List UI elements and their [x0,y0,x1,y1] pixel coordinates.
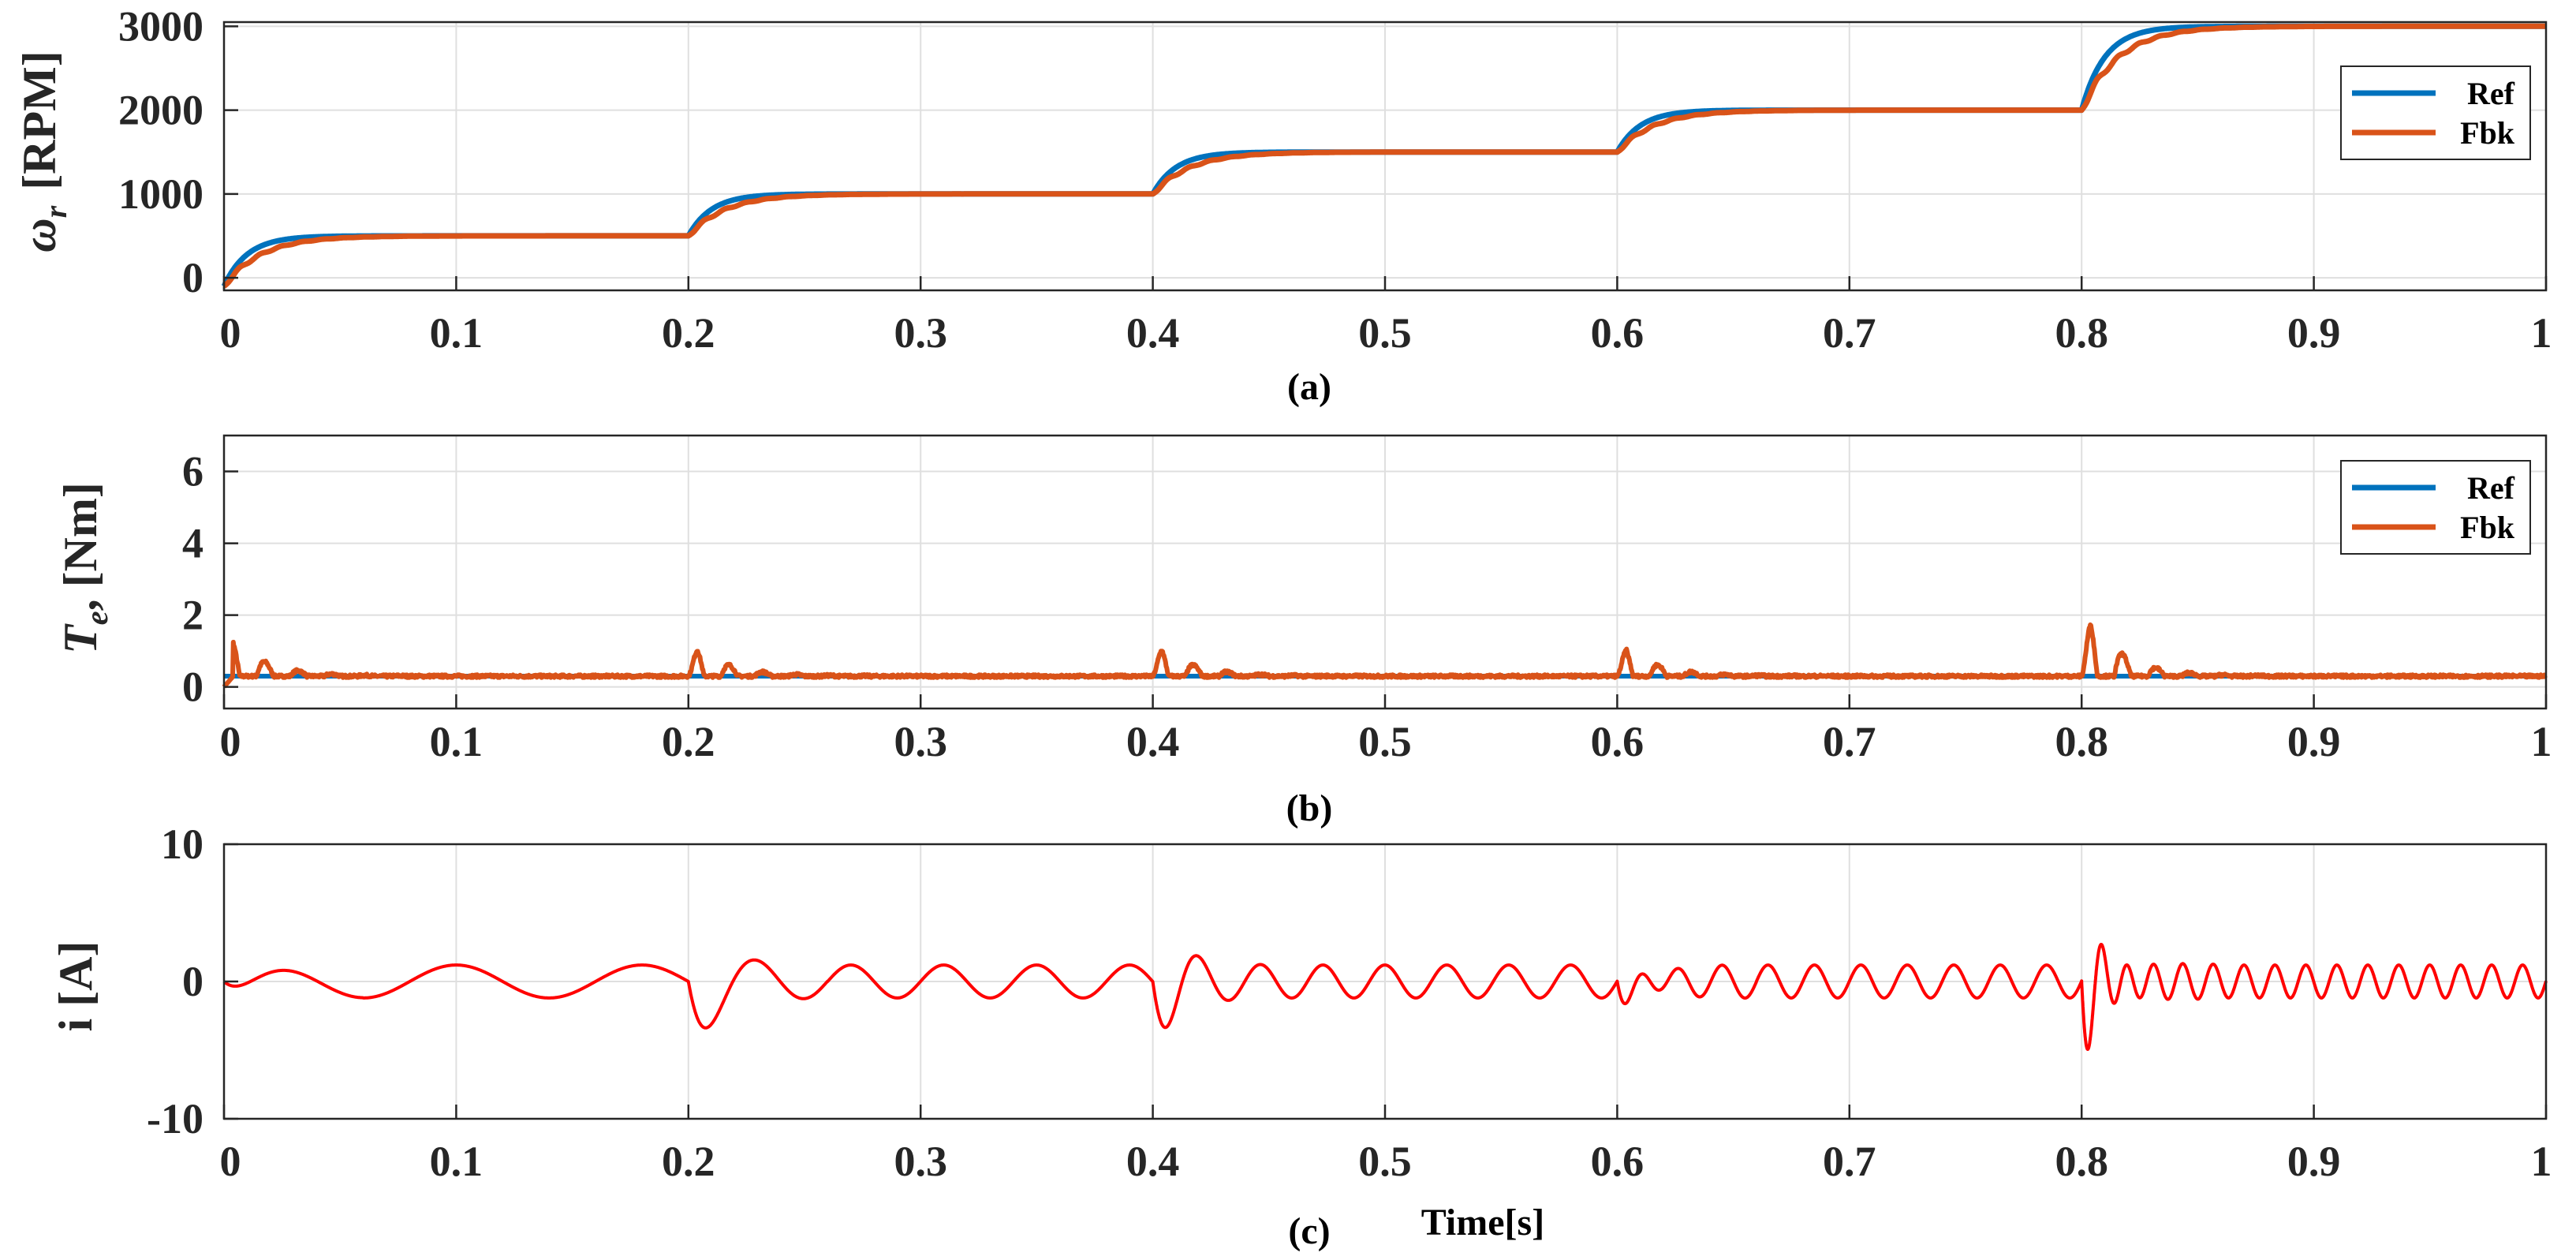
panel-b-legend: Ref Fbk [2340,460,2531,555]
panel-c-x-label: Time[s] [1421,1202,1544,1243]
x-tick-label: 0.8 [2055,309,2108,357]
x-tick-label: 0.3 [894,718,947,765]
panel-b-x-ticks: 0 0.1 0.2 0.3 0.4 0.5 0.6 0.7 0.8 0.9 1 [220,694,2552,765]
panel-a-x-ticks: 0 0.1 0.2 0.3 0.4 0.5 0.6 0.7 0.8 0.9 1 [220,276,2552,357]
panel-c-current: 0 0.1 0.2 0.3 0.4 0.5 0.6 0.7 0.8 0.9 1 -10 0 10 i [… [50,821,2552,1252]
legend-label-fbk: Fbk [2460,510,2515,545]
y-tick-label: 0 [182,254,203,301]
x-tick-label: 0.4 [1126,1138,1180,1185]
series-fbk [222,622,2548,689]
x-tick-label: 0 [220,718,241,765]
panel-a-y-ticks: 0 1000 2000 3000 [118,2,238,301]
y-tick-label: 2000 [118,87,203,134]
y-tick-label: 4 [182,520,203,567]
panel-a-caption: (a) [1287,366,1331,408]
x-tick-label: 0.2 [662,718,715,765]
x-tick-label: 0.5 [1358,1138,1412,1185]
panel-b-torque: 0 0.1 0.2 0.3 0.4 0.5 0.6 0.7 0.8 0.9 1 0 2 4 6 Te, [… [54,434,2552,829]
panel-a-series [221,23,2548,289]
y-tick-label: -10 [147,1095,203,1142]
x-tick-label: 0.6 [1591,309,1645,357]
x-tick-label: 0.5 [1358,718,1412,765]
x-tick-label: 0.7 [1823,1138,1876,1185]
panel-a-grid [223,22,2547,290]
x-tick-label: 0.9 [2287,309,2341,357]
legend-label-fbk: Fbk [2460,115,2515,151]
y-tick-label: 6 [182,448,203,495]
x-tick-label: 0.9 [2287,718,2341,765]
y-tick-label: 0 [182,958,203,1005]
panel-a-legend: Ref Fbk [2340,65,2531,160]
panel-c-series [222,943,2548,1051]
x-tick-label: 0.1 [430,1138,483,1185]
panel-c-x-ticks: 0 0.1 0.2 0.3 0.4 0.5 0.6 0.7 0.8 0.9 1 [220,1105,2552,1185]
y-tick-label: 2 [182,592,203,639]
x-tick-label: 0.8 [2055,718,2108,765]
x-tick-label: 1 [2531,1138,2552,1185]
y-tick-label: 3000 [118,2,203,50]
x-tick-label: 0.5 [1358,309,1412,357]
legend-box [2340,460,2531,555]
x-tick-label: 0.1 [430,718,483,765]
panel-a-speed: 0 0.1 0.2 0.3 0.4 0.5 0.6 0.7 0.8 0.9 1 0 1000 2000 3… [13,2,2552,408]
x-tick-label: 0.7 [1823,718,1876,765]
x-tick-label: 0.7 [1823,309,1876,357]
x-tick-label: 0.1 [430,309,483,357]
panel-b-series [222,622,2548,689]
series-fbk [222,23,2548,289]
x-tick-label: 0.6 [1591,1138,1645,1185]
x-tick-label: 0.2 [662,1138,715,1185]
legend-label-ref: Ref [2467,76,2515,111]
legend-label-ref: Ref [2467,470,2515,506]
panel-a-y-label: ωr[RPM] [13,50,73,252]
panel-c-grid [223,843,2547,1120]
x-tick-label: 0.2 [662,309,715,357]
x-tick-label: 0.3 [894,1138,947,1185]
panel-b-y-label: Te, [Nm] [54,482,114,654]
x-tick-label: 0.4 [1126,309,1180,357]
series-i [222,943,2548,1051]
y-tick-label: 1000 [118,170,203,218]
x-tick-label: 1 [2531,718,2552,765]
x-tick-label: 0 [220,309,241,357]
x-tick-label: 0.9 [2287,1138,2341,1185]
x-tick-label: 0 [220,1138,241,1185]
legend-box [2340,65,2531,160]
panel-c-caption: (c) [1288,1210,1330,1252]
x-tick-label: 0.8 [2055,1138,2108,1185]
y-tick-label: 0 [182,664,203,711]
y-tick-label: 10 [161,821,203,868]
panel-c-y-label: i [A] [50,941,102,1032]
panel-b-caption: (b) [1286,787,1333,829]
x-tick-label: 1 [2531,309,2552,357]
x-tick-label: 0.3 [894,309,947,357]
panel-b-grid [223,436,2547,709]
x-tick-label: 0.6 [1591,718,1645,765]
x-tick-label: 0.4 [1126,718,1180,765]
panel-b-y-ticks: 0 2 4 6 [182,448,238,711]
panel-c-y-ticks: -10 0 10 [147,821,238,1142]
